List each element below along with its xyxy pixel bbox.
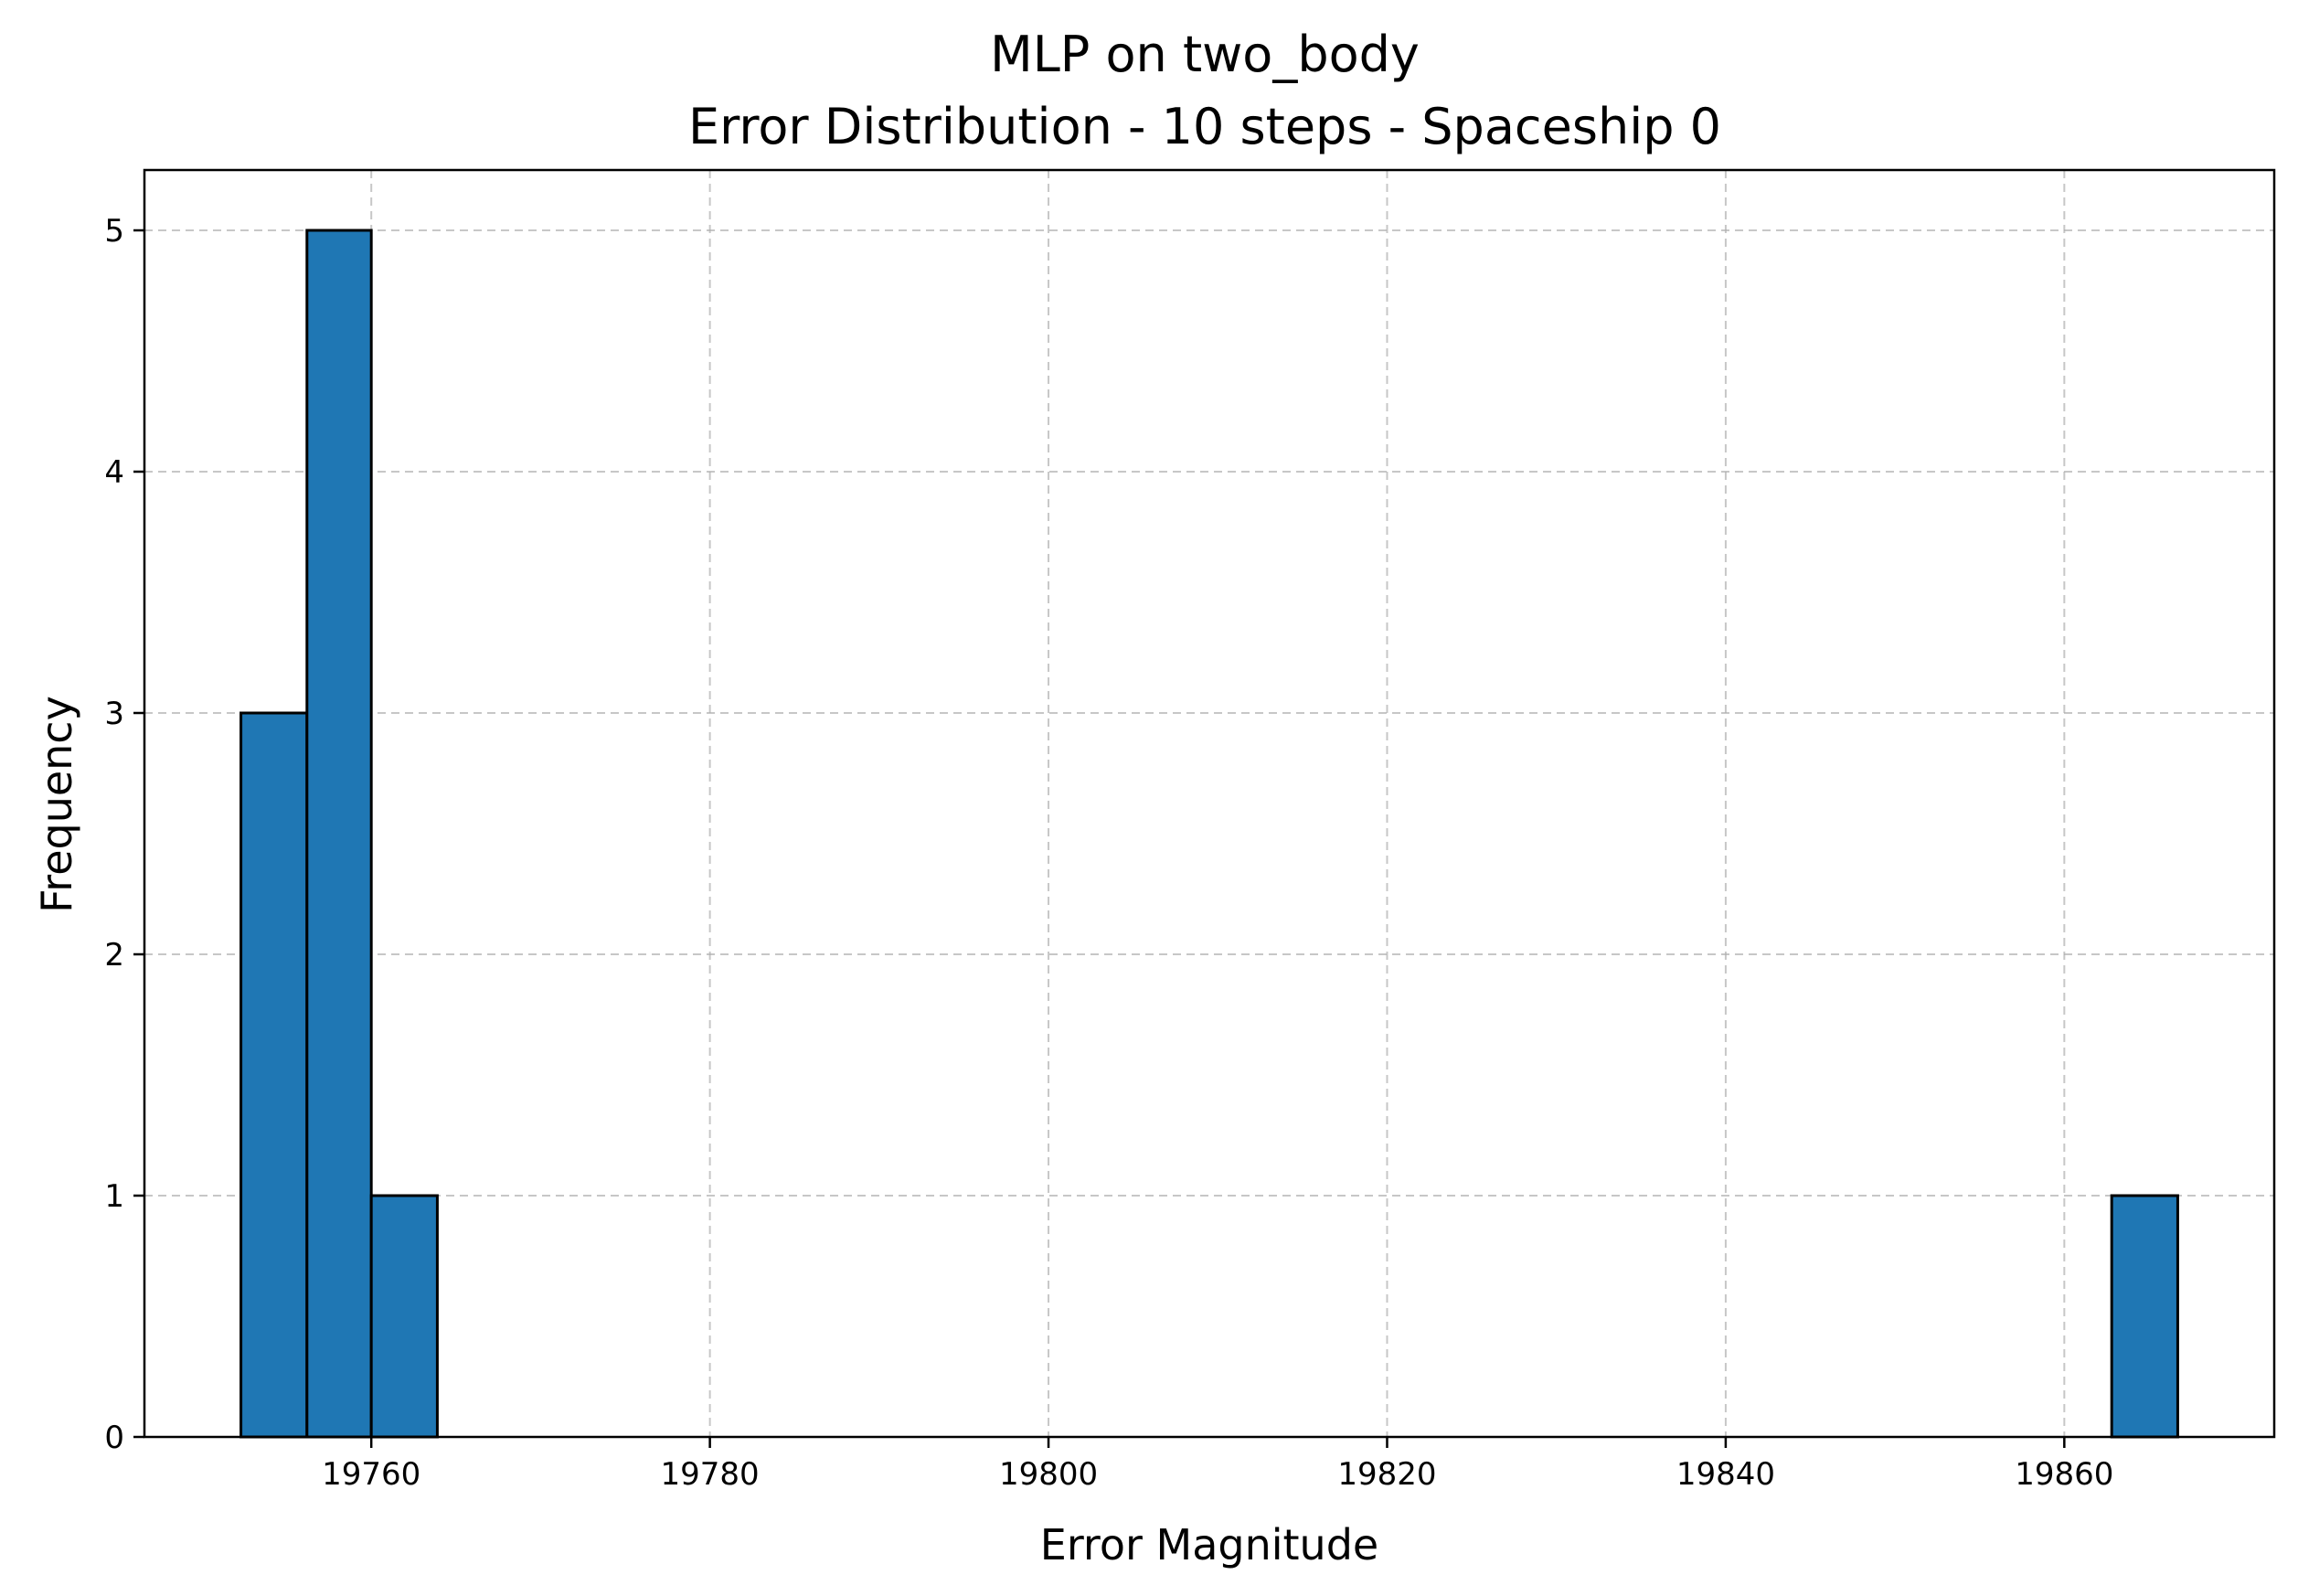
y-tick-label-0: 0 [104,1420,124,1456]
y-tick-label-2: 2 [104,937,124,974]
y-tick-label-3: 3 [104,696,124,732]
x-axis-label: Error Magnitude [1040,1520,1378,1569]
y-tick-label-4: 4 [104,454,124,491]
histogram-bar-3 [2110,1194,2179,1439]
histogram-bar-1 [305,229,373,1439]
x-tick-label-2: 19800 [999,1456,1098,1493]
y-tick-label-1: 1 [104,1178,124,1215]
y-tick-label-5: 5 [104,213,124,250]
chart-title-line2: Error Distribution - 10 steps - Spaceshi… [688,98,1721,155]
plot-frame [143,168,2276,1439]
x-tick-label-5: 19860 [2015,1456,2113,1493]
axis-ticks: 19760 19780 19800 19820 19840 19860 0 1 2 3 4 5 [104,213,2113,1493]
histogram-bar-0 [239,711,309,1439]
x-tick-label-3: 19820 [1337,1456,1436,1493]
histogram-bars [239,229,2179,1439]
histogram-bar-2 [369,1194,439,1439]
y-axis-label: Frequency [32,696,81,913]
x-tick-label-0: 19760 [322,1456,420,1493]
grid-lines [144,170,2274,1438]
chart-title-line1: MLP on two_body [990,26,1420,83]
x-tick-label-1: 19780 [661,1456,760,1493]
x-tick-label-4: 19840 [1676,1456,1775,1493]
